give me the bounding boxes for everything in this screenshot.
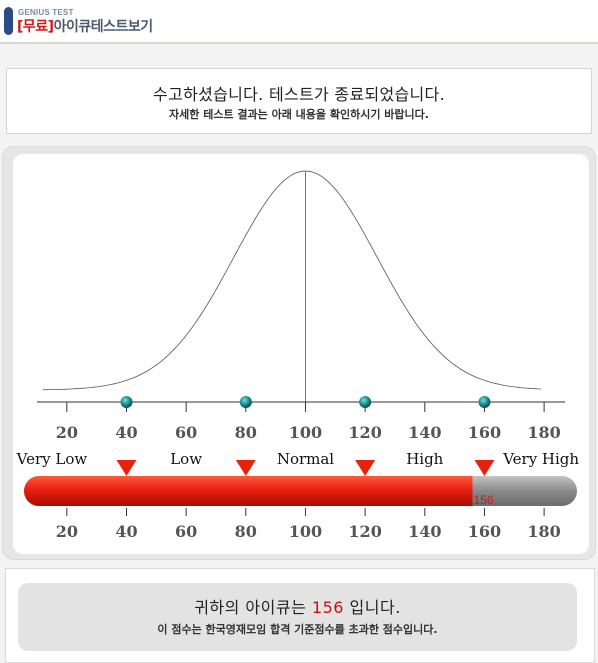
x-tick-label: 60 (175, 423, 197, 442)
brand-logo-mark (4, 7, 13, 35)
x-tick-label: 140 (408, 423, 441, 442)
iq-score: 156 (311, 598, 344, 617)
free-tag: [무료] (17, 19, 54, 35)
result-suffix: 입니다. (343, 598, 401, 617)
bottom-tick-label: 160 (468, 522, 501, 541)
iq-distribution-chart: 20 40 60 80 100 120 140 160 180 Very Low Low Normal… (16, 170, 579, 541)
bottom-tick-label: 40 (115, 522, 137, 541)
iq-chart-area: 20 40 60 80 100 120 140 160 180 Very Low Low Normal… (13, 154, 589, 554)
marker-dot (239, 396, 252, 408)
category-label: High (406, 450, 443, 468)
result-box: 귀하의 아이큐는 156 입니다. 이 점수는 한국영재모임 합격 기준점수를 … (18, 583, 577, 651)
category-label: Very Low (16, 450, 88, 468)
bottom-tick-label: 80 (235, 522, 257, 541)
category-triangle (235, 460, 256, 476)
completion-message: 수고하셨습니다. 테스트가 종료되었습니다. (153, 85, 445, 104)
x-tick-label: 160 (468, 423, 501, 442)
result-description: 이 점수는 한국영재모임 합격 기준점수를 초과한 점수입니다. (157, 623, 438, 636)
bottom-tick-label: 60 (175, 522, 197, 541)
page-title-text: 아이큐테스트보기 (53, 19, 154, 35)
x-tick-label: 120 (348, 423, 381, 442)
category-triangle (116, 460, 137, 476)
category-label: Low (170, 450, 202, 468)
x-tick-label: 180 (527, 423, 560, 442)
marker-dot (359, 396, 372, 408)
result-panel: 귀하의 아이큐는 156 입니다. 이 점수는 한국영재모임 합격 기준점수를 … (5, 568, 595, 663)
x-tick-label: 20 (56, 423, 78, 442)
category-triangle (355, 460, 376, 476)
category-label: Normal (277, 450, 334, 468)
x-tick-label: 80 (235, 423, 257, 442)
result-line: 귀하의 아이큐는 156 입니다. (18, 594, 577, 618)
bottom-tick-label: 180 (527, 522, 560, 541)
brand-small-label: GENIUS TEST (18, 8, 74, 17)
x-tick-label: 100 (289, 423, 322, 442)
score-bar-fill (24, 476, 473, 506)
result-prefix: 귀하의 아이큐는 (194, 598, 312, 617)
marker-dot (478, 396, 491, 408)
score-bar-label: 156 (474, 493, 494, 507)
completion-instruction: 자세한 테스트 결과는 아래 내용을 확인하시기 바랍니다. (169, 108, 429, 121)
bottom-tick-label: 100 (289, 522, 322, 541)
completion-message-box: 수고하셨습니다. 테스트가 종료되었습니다. 자세한 테스트 결과는 아래 내용… (6, 68, 592, 134)
marker-dot (120, 396, 133, 408)
bell-curve (43, 170, 542, 391)
page-title[interactable]: [무료]아이큐테스트보기 (17, 16, 153, 36)
iq-chart-panel: 20 40 60 80 100 120 140 160 180 Very Low Low Normal… (2, 146, 596, 560)
bottom-tick-label: 120 (348, 522, 381, 541)
top-bar: GENIUS TEST [무료]아이큐테스트보기 (0, 0, 598, 44)
bottom-tick-label: 20 (56, 522, 78, 541)
bottom-tick-label: 140 (408, 522, 441, 541)
x-tick-label: 40 (115, 423, 137, 442)
category-triangle (474, 460, 495, 476)
category-label: Very High (502, 450, 579, 468)
